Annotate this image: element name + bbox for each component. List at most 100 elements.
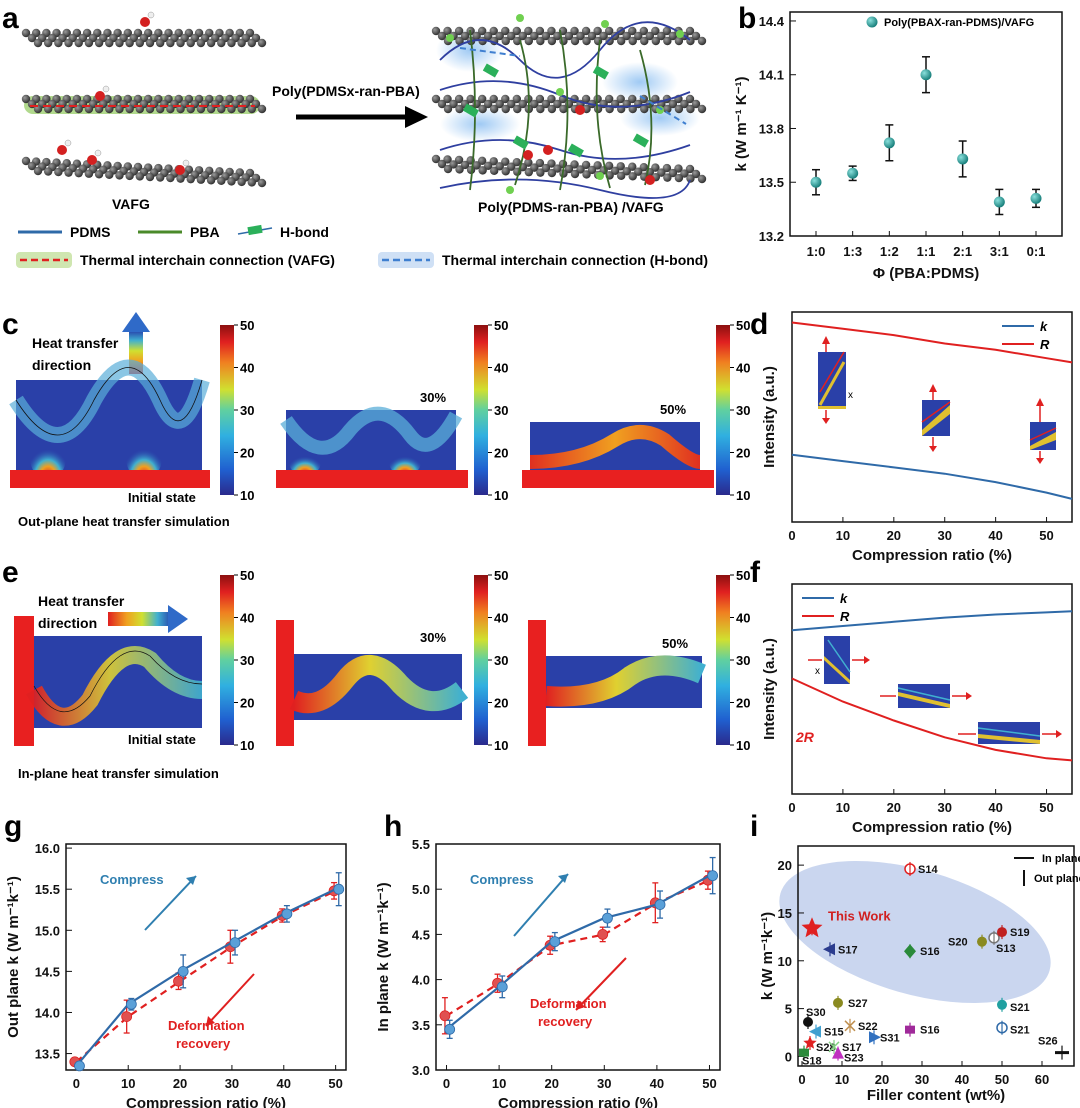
hbond-dash-line	[639, 95, 687, 125]
y-tick-label: 4.5	[412, 927, 430, 942]
panel-b: b 13.2 13.5 13.8 14.1 14.4 1:0 1:3 1:2 1:1 2:1 3:1…	[733, 2, 1063, 282]
data-point	[597, 929, 609, 940]
y-tick-label: 15.0	[35, 923, 60, 938]
colorbar-tick-label: 10	[736, 738, 750, 753]
vafg-caption: VAFG	[112, 196, 150, 212]
x-axis-label: Compression ratio (%)	[498, 1095, 658, 1108]
x-axis-label: Compression ratio (%)	[852, 547, 1012, 564]
compress-label: Compress	[100, 872, 164, 887]
x-tick-label: 40	[650, 1076, 664, 1091]
carbon-atom	[564, 164, 574, 174]
carbon-atom	[449, 99, 458, 109]
carbon-atom	[206, 38, 216, 48]
carbon-atom	[507, 162, 516, 171]
hbond-unit	[512, 135, 529, 150]
plot-frame	[797, 845, 1075, 1067]
carbon-atom	[257, 38, 267, 48]
data-point	[121, 1011, 133, 1022]
x-tick-label: 1:2	[880, 244, 899, 259]
compress-arrow-head	[186, 876, 196, 885]
carbon-atom	[455, 104, 464, 114]
colorbar-gradient	[716, 325, 730, 495]
x-tick-label: 20	[887, 800, 901, 815]
x-tick-label: 10	[121, 1076, 135, 1091]
colorbar-tick-label: 40	[240, 361, 254, 376]
colorbar-tick-label: 10	[494, 488, 508, 503]
point-label: S30	[806, 1007, 826, 1019]
colorbar-gradient	[220, 325, 234, 495]
y-tick-label: 13.5	[759, 175, 784, 190]
inset-d-50	[1029, 398, 1057, 464]
carbon-atom	[454, 155, 464, 165]
carbon-atom	[668, 99, 678, 109]
y-axis-label: Intensity (a.u.)	[761, 366, 778, 468]
carbon-atom	[460, 160, 470, 170]
panel-label-f: f	[750, 556, 761, 589]
carbon-atom	[518, 31, 528, 41]
point-label: S22	[858, 1021, 878, 1033]
carbon-atom	[196, 175, 206, 184]
colorbar-tick-label: 40	[240, 611, 254, 626]
point-label: S23	[844, 1053, 864, 1065]
carbon-atom	[437, 159, 447, 169]
colorbar-tick-label: 10	[736, 488, 750, 503]
carbon-atom	[74, 38, 83, 48]
point-label: S17	[842, 1042, 862, 1054]
carbon-atom	[634, 31, 643, 41]
colorbar-tick-label: 30	[736, 653, 750, 668]
carbon-atom	[553, 99, 562, 109]
hbond-unit	[632, 133, 649, 148]
colorbar-gradient	[716, 575, 730, 745]
panel-d: d x	[750, 308, 1073, 564]
carbon-atom	[536, 36, 545, 46]
carbon-atom	[685, 164, 695, 174]
panel-g: g 13.5 14.0 14.5 15.0 15.5 16.0 0 10 20 30 40 50 Com…	[4, 810, 347, 1108]
carbon-atom	[610, 166, 620, 176]
colorbar-e2: 50 40 30 20 10	[716, 568, 750, 753]
carbon-atom	[455, 36, 464, 46]
legend-hbond: H-bond	[280, 224, 329, 240]
point-label: S13	[996, 943, 1016, 955]
x-tick-label: 50	[702, 1076, 716, 1091]
hbond-unit	[592, 65, 609, 80]
hydrogen-atom	[182, 159, 190, 167]
carbon-atom	[564, 31, 574, 41]
colorbar-tick-label: 30	[494, 653, 508, 668]
carbon-atom	[645, 31, 655, 41]
y-tick-label: 3.5	[412, 1018, 430, 1033]
colorbars-e: 50 40 30 20 10 50 40 30 20 10 50 40 30 20 10	[220, 568, 750, 753]
carbon-atom	[662, 26, 672, 36]
inset-f-x-symbol: x	[815, 666, 820, 677]
carbon-atom	[21, 94, 31, 104]
in-plane-sim-30	[276, 620, 469, 746]
carbon-atom	[541, 99, 551, 109]
carbon-atom	[84, 38, 94, 48]
x-tick-label: 50	[1039, 528, 1053, 543]
state-label-e-initial: Initial state	[128, 732, 196, 747]
panel-c: c Heat transfer direction Initial state …	[2, 308, 750, 529]
carbon-atom	[536, 168, 545, 177]
y-tick-label: 15	[778, 906, 792, 921]
data-point	[920, 69, 932, 81]
ellipse-highlight	[779, 860, 1051, 1004]
x-tick-label: 0	[443, 1076, 450, 1091]
recovery-arrow-head	[206, 1016, 215, 1026]
carbon-atom	[535, 158, 545, 168]
x-tick-label: 30	[225, 1076, 239, 1091]
carbon-atom	[640, 36, 649, 46]
x-tick-label: 10	[835, 1072, 849, 1087]
panel-label-i: i	[750, 810, 758, 843]
carbon-atom	[622, 31, 631, 41]
carbon-atom	[663, 173, 672, 182]
carbon-atom	[507, 31, 516, 41]
in-plane-sim-initial	[14, 616, 203, 746]
carbon-atom	[697, 36, 707, 46]
carbon-atom	[513, 36, 522, 46]
y-tick-label: 10	[778, 954, 792, 969]
carbon-atom	[680, 169, 689, 178]
data-point	[229, 937, 241, 949]
data-point	[654, 899, 666, 910]
recovery-label-1: Deformation	[530, 996, 607, 1011]
legend-vafg-connection: Thermal interchain connection (VAFG)	[80, 252, 335, 268]
carbon-atom	[507, 99, 516, 109]
